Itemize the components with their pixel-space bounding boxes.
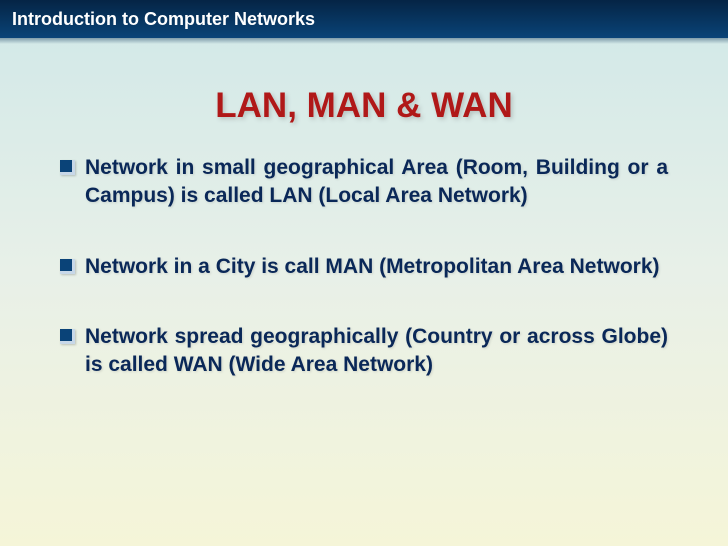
- header-bar: Introduction to Computer Networks: [0, 0, 728, 38]
- bullet-item: Network in small geographical Area (Room…: [60, 154, 668, 211]
- header-shadow: [0, 38, 728, 44]
- bullet-item: Network spread geographically (Country o…: [60, 323, 668, 380]
- header-title: Introduction to Computer Networks: [12, 9, 315, 30]
- bullet-text: Network in a City is call MAN (Metropoli…: [85, 253, 668, 281]
- slide-title: LAN, MAN & WAN: [0, 86, 728, 126]
- bullet-text: Network in small geographical Area (Room…: [85, 154, 668, 211]
- bullet-icon: [60, 329, 75, 344]
- bullet-item: Network in a City is call MAN (Metropoli…: [60, 253, 668, 281]
- bullet-icon: [60, 160, 75, 175]
- slide: Introduction to Computer Networks LAN, M…: [0, 0, 728, 546]
- content-area: Network in small geographical Area (Room…: [0, 126, 728, 380]
- bullet-icon: [60, 259, 75, 274]
- bullet-text: Network spread geographically (Country o…: [85, 323, 668, 380]
